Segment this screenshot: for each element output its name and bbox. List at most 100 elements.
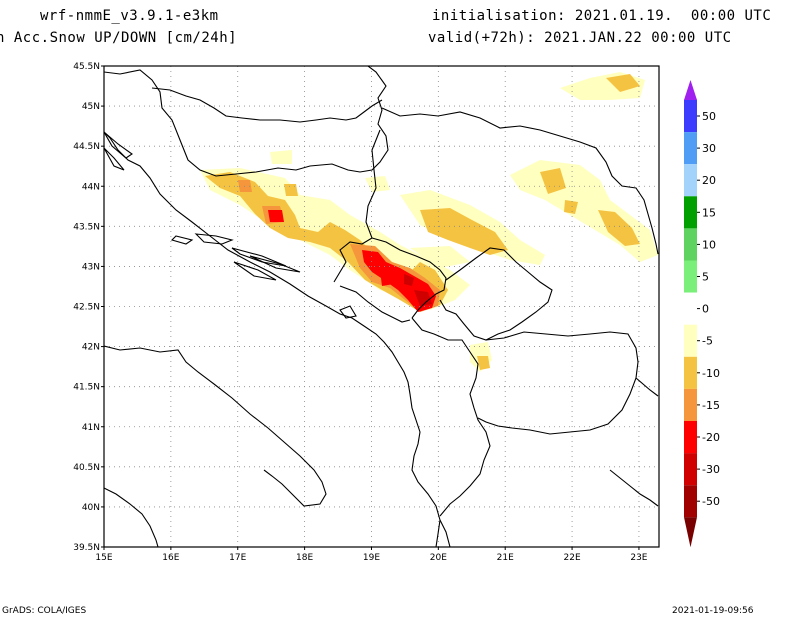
snow-area-heavy <box>380 270 394 286</box>
snow-area-severe <box>404 274 414 286</box>
lat-tick-label: 45.5N <box>73 62 100 72</box>
snow-area-light <box>420 208 508 255</box>
colorbar-swatch <box>684 164 697 197</box>
snow-area-severe <box>414 290 432 306</box>
island <box>104 147 125 171</box>
lat-tick-label: 43N <box>82 262 100 272</box>
country-border <box>104 66 389 177</box>
colorbar-swatch <box>684 196 697 229</box>
valid-time: valid(+72h): 2021.JAN.22 00:00 UTC <box>428 30 732 46</box>
island <box>339 305 357 319</box>
field-title: n Acc.Snow UP/DOWN [cm/24h] <box>0 30 238 46</box>
country-border <box>635 377 659 397</box>
lon-tick-label: 22E <box>564 553 581 563</box>
lon-tick-label: 21E <box>497 553 514 563</box>
snow-area-light <box>598 210 640 246</box>
island <box>104 131 133 159</box>
lat-tick-label: 40N <box>82 503 100 513</box>
lat-tick-label: 42N <box>82 343 100 353</box>
init-time: initialisation: 2021.01.19. 00:00 UTC <box>432 8 772 24</box>
colorbar-swatch <box>684 453 697 486</box>
colorbar-label: -15 <box>702 399 720 412</box>
boundaries <box>104 66 659 547</box>
adriatic-coastline <box>104 131 441 547</box>
colorbar-swatch <box>684 228 697 261</box>
snow-area-light <box>284 184 298 196</box>
snow-area-light <box>606 74 640 92</box>
colorbar-label: -10 <box>702 367 720 380</box>
snow-shading <box>200 72 658 372</box>
island <box>249 255 301 273</box>
colorbar-label: 5 <box>702 271 709 284</box>
model-title: wrf-nmmE_v3.9.1-e3km <box>40 8 219 24</box>
island <box>231 247 287 267</box>
colorbar-label: 0 <box>702 303 709 316</box>
snow-area-light <box>564 200 578 214</box>
colorbar-swatch <box>684 324 697 357</box>
colorbar-label: 30 <box>702 142 716 155</box>
lon-tick-label: 18E <box>296 553 313 563</box>
lon-tick-label: 23E <box>630 553 647 563</box>
country-border <box>151 87 383 123</box>
country-border <box>477 331 639 435</box>
lon-tick-label: 19E <box>363 553 380 563</box>
lat-tick-label: 44N <box>82 182 100 192</box>
colorbar-swatch <box>684 292 697 325</box>
colorbar-swatch <box>684 388 697 421</box>
italy-coastline <box>104 345 327 507</box>
country-border <box>339 285 411 323</box>
lat-tick-label: 44.5N <box>73 142 100 152</box>
colorbar-swatch <box>684 260 697 293</box>
colorbar-label: 20 <box>702 174 716 187</box>
italy-coastline <box>104 487 159 547</box>
colorbar-swatch <box>684 132 697 165</box>
credit-label: GrADS: COLA/IGES <box>2 606 87 616</box>
snow-area-pale <box>410 246 470 268</box>
colorbar-swatch <box>684 356 697 389</box>
lat-tick-label: 39.5N <box>73 543 100 553</box>
colorbar-label: 50 <box>702 110 716 123</box>
lat-tick-label: 43.5N <box>73 222 100 232</box>
colorbar-label: -5 <box>702 335 713 348</box>
country-border <box>371 237 447 319</box>
lon-tick-label: 20E <box>430 553 447 563</box>
snow-area-light <box>540 168 566 194</box>
lon-tick-labels: 15E 16E 17E 18E 19E 20E 21E 22E 23E <box>95 547 648 563</box>
colorbar-arrow-top <box>684 80 697 100</box>
colorbar-label: -20 <box>702 431 720 444</box>
country-border <box>381 107 659 255</box>
lat-tick-label: 42.5N <box>73 303 100 313</box>
lat-tick-label: 40.5N <box>73 463 100 473</box>
country-border <box>411 317 491 517</box>
lon-tick-label: 15E <box>95 553 112 563</box>
lat-tick-labels: 39.5N 40N 40.5N 41N 41.5N 42N 42.5N 43N 43.5N 44N… <box>73 62 104 553</box>
snow-area-pale <box>365 176 390 192</box>
colorbar-label: 15 <box>702 206 716 219</box>
snow-area-heavy <box>268 210 284 222</box>
grid-lines <box>104 66 659 547</box>
island <box>170 235 194 245</box>
country-border <box>439 247 553 341</box>
colorbar-swatch <box>684 421 697 454</box>
lon-tick-label: 16E <box>162 553 179 563</box>
lon-tick-label: 17E <box>229 553 246 563</box>
island <box>233 261 277 281</box>
colorbar-swatch <box>684 100 697 133</box>
map-frame <box>103 65 660 548</box>
greece-coastline <box>609 469 659 507</box>
island <box>194 233 234 245</box>
greece-coastline <box>439 519 451 547</box>
snow-area-pale <box>510 160 658 262</box>
colorbar-label: -30 <box>702 463 720 476</box>
colorbar-swatch <box>684 485 697 518</box>
colorbar-arrow-bottom <box>684 517 697 548</box>
snow-area-light <box>477 356 490 370</box>
lat-tick-label: 41N <box>82 423 100 433</box>
timestamp-label: 2021-01-19-09:56 <box>672 606 754 616</box>
colorbar-label: 10 <box>702 238 716 251</box>
colorbar-label: -50 <box>702 495 720 508</box>
snow-area-pale <box>270 150 292 164</box>
lat-tick-label: 45N <box>82 102 100 112</box>
